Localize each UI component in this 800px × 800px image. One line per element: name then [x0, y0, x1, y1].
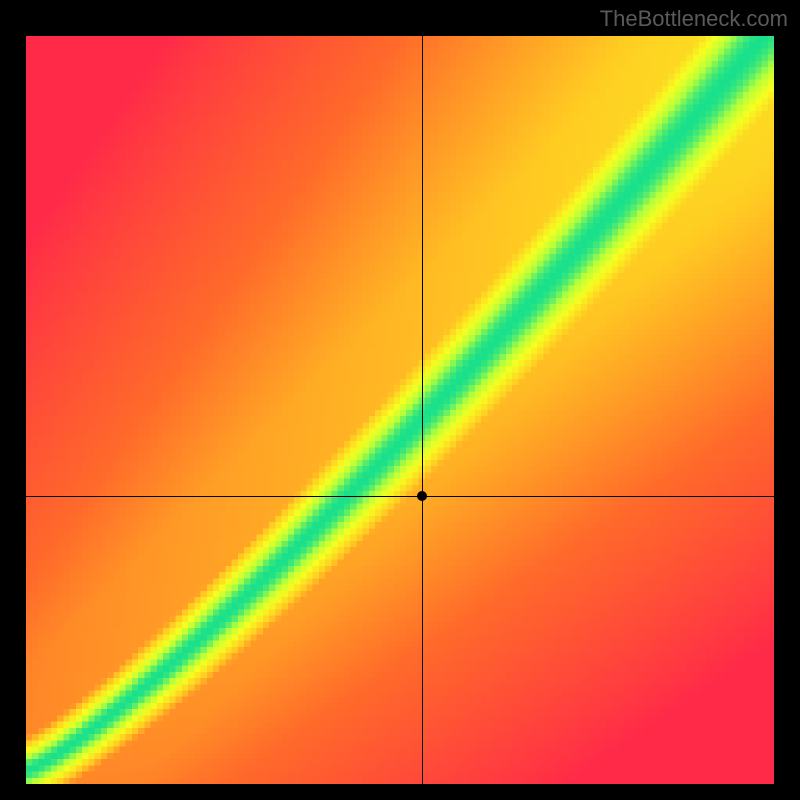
crosshair-marker	[417, 491, 427, 501]
plot-area	[26, 36, 774, 784]
crosshair-vertical	[422, 36, 423, 784]
crosshair-horizontal	[26, 496, 774, 497]
watermark-text: TheBottleneck.com	[600, 6, 788, 32]
chart-container: TheBottleneck.com	[0, 0, 800, 800]
heatmap-canvas	[26, 36, 774, 784]
